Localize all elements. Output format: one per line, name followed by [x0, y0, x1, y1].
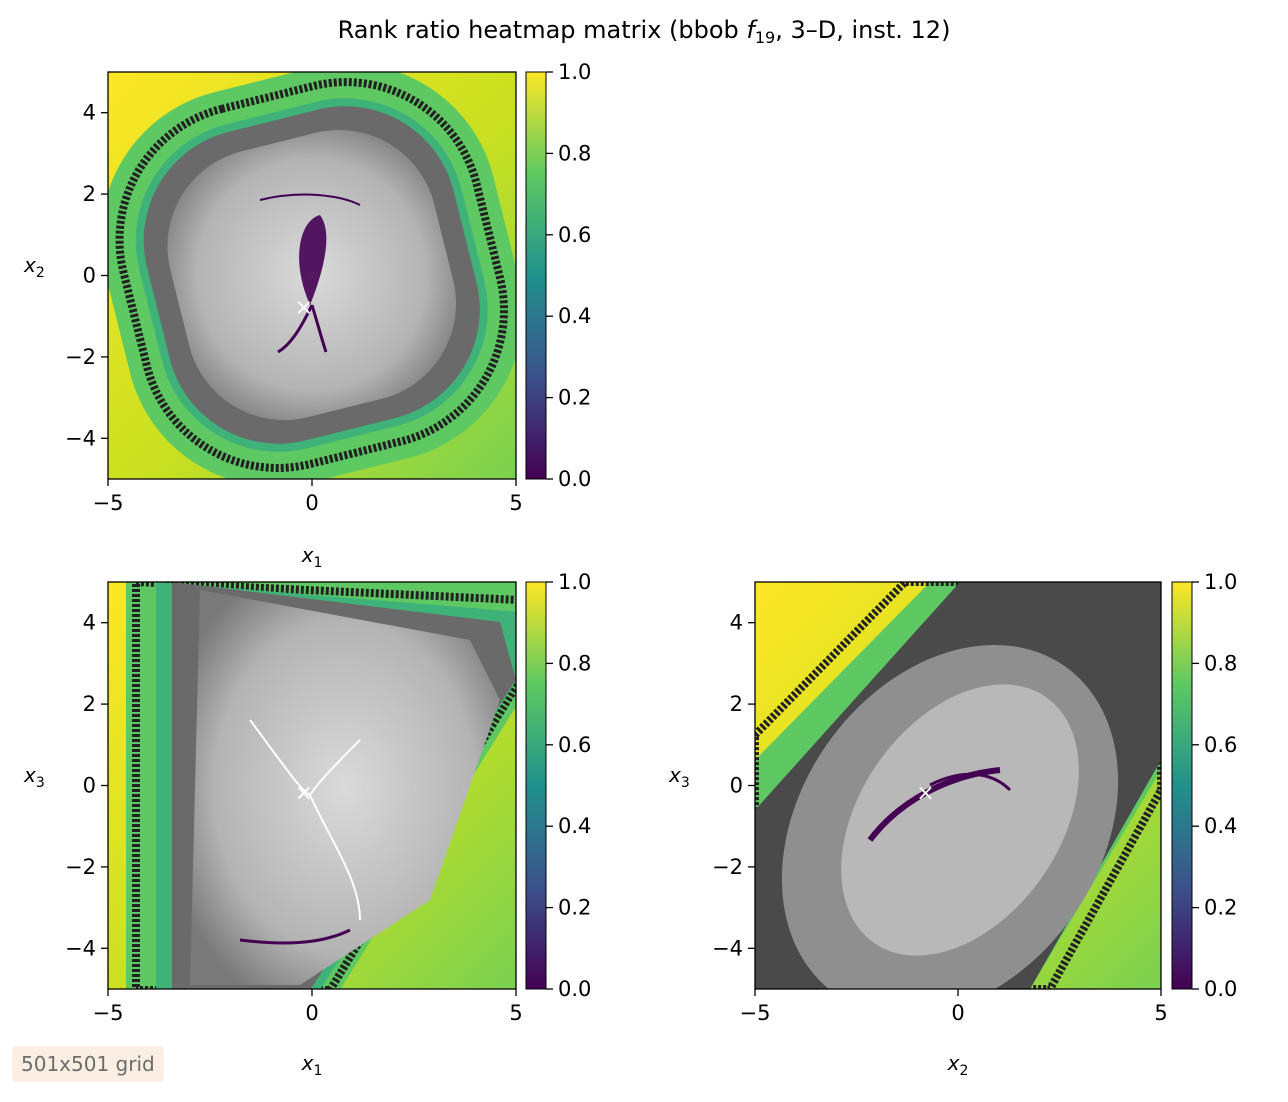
optimum-marker-x2-x3: ×: [916, 781, 934, 806]
x-label-x2-x3-sub: 2: [959, 1063, 968, 1079]
y-tick-label: 0: [83, 774, 96, 798]
x-label-x2-x3: x2: [947, 1051, 969, 1079]
figure-title: Rank ratio heatmap matrix (bbob f19, 3–D…: [0, 16, 1288, 47]
x-tick-label: −5: [93, 1001, 124, 1025]
y-label-x2-x3-sub: 3: [681, 775, 690, 791]
y-tick-label: 2: [83, 692, 96, 716]
colorbar-x1-x2: [525, 71, 547, 480]
y-tick-label: −2: [65, 855, 96, 879]
y-tick-label: 2: [83, 182, 96, 206]
y-tick-label: −4: [712, 936, 743, 960]
x-label-x1-x2-main: x: [301, 543, 314, 567]
colorbar-x1-x3: [525, 581, 547, 990]
colorbar-ticks-x2-x3: 0.0 0.2 0.4 0.6 0.8 1.0: [1192, 570, 1237, 1001]
y-label-x1-x2-sub: 2: [36, 265, 45, 281]
y-label-x1-x3-main: x: [23, 763, 36, 787]
title-function-name: f: [746, 16, 755, 44]
colorbar-tick-label: 0.2: [558, 386, 591, 410]
heatmap-image-x1-x3: [108, 582, 516, 989]
y-tick-label: −2: [712, 855, 743, 879]
colorbar-tick-label: 0.4: [558, 814, 591, 838]
y-tick-label: 4: [83, 611, 96, 635]
colorbar-tick-label: 0.0: [558, 977, 591, 1001]
y-tick-label: 0: [730, 774, 743, 798]
x-axis-x2-x3: −5 0 5: [740, 989, 1168, 1025]
colorbar-tick-label: 0.8: [1204, 651, 1237, 675]
x-axis-x1-x2: −5 0 5: [93, 479, 523, 515]
colorbar-ticks-x1-x2: 0.0 0.2 0.4 0.6 0.8 1.0: [546, 60, 591, 491]
x-tick-label: 0: [305, 1001, 318, 1025]
colorbar-tick-label: 1.0: [558, 60, 591, 84]
y-label-x1-x2-main: x: [23, 253, 36, 277]
title-suffix: , 3–D, inst. 12): [775, 16, 951, 44]
y-tick-label: 4: [730, 611, 743, 635]
heatmap-image-x1-x2: [108, 72, 516, 479]
y-axis-x2-x3: −4 −2 0 2 4: [712, 611, 755, 960]
y-tick-label: 4: [83, 101, 96, 125]
colorbar-tick-label: 0.8: [558, 651, 591, 675]
y-axis-x1-x2: −4 −2 0 2 4: [65, 101, 108, 450]
colorbar-tick-label: 1.0: [558, 570, 591, 594]
y-label-x1-x3: x3: [23, 763, 45, 791]
colorbar-tick-label: 0.6: [1204, 733, 1237, 757]
grid-size-badge: 501x501 grid: [12, 1046, 164, 1082]
optimum-marker-x1-x2: ×: [295, 296, 313, 321]
y-axis-x1-x3: −4 −2 0 2 4: [65, 611, 108, 960]
y-label-x1-x3-sub: 3: [36, 775, 45, 791]
y-tick-label: 2: [730, 692, 743, 716]
x-tick-label: 5: [509, 1001, 522, 1025]
colorbar-tick-label: 0.8: [558, 141, 591, 165]
x-label-x1-x3-main: x: [301, 1051, 314, 1075]
y-label-x1-x2: x2: [23, 253, 45, 281]
x-label-x2-x3-main: x: [947, 1051, 960, 1075]
colorbar-tick-label: 0.4: [1204, 814, 1237, 838]
x-label-x1-x2: x1: [301, 543, 323, 571]
x-tick-label: 5: [509, 491, 522, 515]
heatmap-image-x2-x3: [755, 582, 1161, 989]
colorbar-tick-label: 0.0: [558, 467, 591, 491]
x-tick-label: 0: [305, 491, 318, 515]
y-tick-label: 0: [83, 264, 96, 288]
x-label-x1-x3-sub: 1: [313, 1063, 322, 1079]
x-axis-x1-x3: −5 0 5: [93, 989, 523, 1025]
colorbar-x2-x3: [1171, 581, 1193, 990]
y-tick-label: −4: [65, 426, 96, 450]
colorbar-tick-label: 0.2: [558, 896, 591, 920]
title-prefix: Rank ratio heatmap matrix (bbob: [337, 16, 747, 44]
colorbar-tick-label: 1.0: [1204, 570, 1237, 594]
x-tick-label: 0: [951, 1001, 964, 1025]
x-tick-label: −5: [740, 1001, 771, 1025]
y-tick-label: −4: [65, 936, 96, 960]
title-function-index: 19: [754, 28, 776, 47]
x-tick-label: 5: [1154, 1001, 1167, 1025]
colorbar-tick-label: 0.6: [558, 733, 591, 757]
x-tick-label: −5: [93, 491, 124, 515]
colorbar-tick-label: 0.6: [558, 223, 591, 247]
colorbar-ticks-x1-x3: 0.0 0.2 0.4 0.6 0.8 1.0: [546, 570, 591, 1001]
colorbar-tick-label: 0.2: [1204, 896, 1237, 920]
colorbar-tick-label: 0.0: [1204, 977, 1237, 1001]
y-label-x2-x3: x3: [668, 763, 690, 791]
x-label-x1-x3: x1: [301, 1051, 323, 1079]
colorbar-tick-label: 0.4: [558, 304, 591, 328]
y-tick-label: −2: [65, 345, 96, 369]
optimum-marker-x1-x3: ×: [295, 781, 313, 806]
y-label-x2-x3-main: x: [668, 763, 681, 787]
x-label-x1-x2-sub: 1: [313, 555, 322, 571]
